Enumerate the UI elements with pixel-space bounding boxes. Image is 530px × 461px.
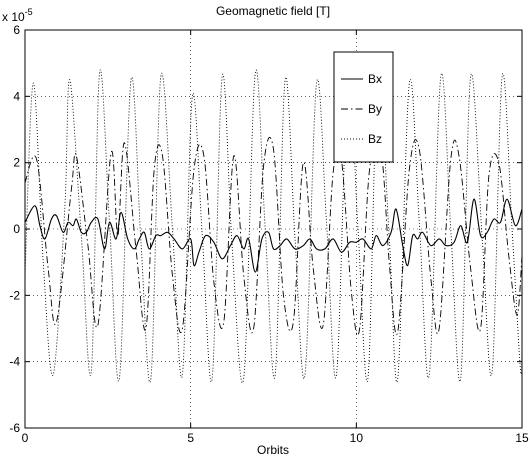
x-axis-label: Orbits bbox=[257, 443, 289, 457]
x-tick-label: 0 bbox=[22, 431, 29, 445]
legend-label-bz: Bz bbox=[368, 132, 382, 146]
y-exponent-label: x 10-5 bbox=[2, 7, 33, 24]
legend: Bx By Bz bbox=[333, 51, 394, 163]
series-layer bbox=[24, 69, 523, 384]
x-tick-label: 15 bbox=[515, 431, 529, 445]
legend-label-bx: Bx bbox=[368, 72, 382, 86]
x-tick-label: 5 bbox=[187, 431, 194, 445]
series-line-bx bbox=[24, 198, 523, 273]
y-exponent-base: x 10 bbox=[2, 10, 25, 24]
series-line-by bbox=[24, 136, 523, 336]
y-tick-label: 6 bbox=[13, 23, 20, 37]
x-tick-label: 10 bbox=[350, 431, 364, 445]
chart-title: Geomagnetic field [T] bbox=[216, 4, 330, 18]
y-tick-label: 0 bbox=[13, 222, 20, 236]
axes: 0 5 10 15 -6 -4 -2 0 2 4 6 bbox=[9, 23, 529, 445]
y-exponent-power: -5 bbox=[25, 7, 33, 17]
y-tick-label: -2 bbox=[9, 288, 20, 302]
legend-label-by: By bbox=[368, 102, 382, 116]
y-tick-label: 2 bbox=[13, 156, 20, 170]
grid-lines bbox=[25, 30, 522, 428]
y-tick-label: 4 bbox=[13, 89, 20, 103]
y-tick-label: -6 bbox=[9, 421, 20, 435]
legend-box bbox=[333, 51, 394, 163]
y-tick-label: -4 bbox=[9, 355, 20, 369]
